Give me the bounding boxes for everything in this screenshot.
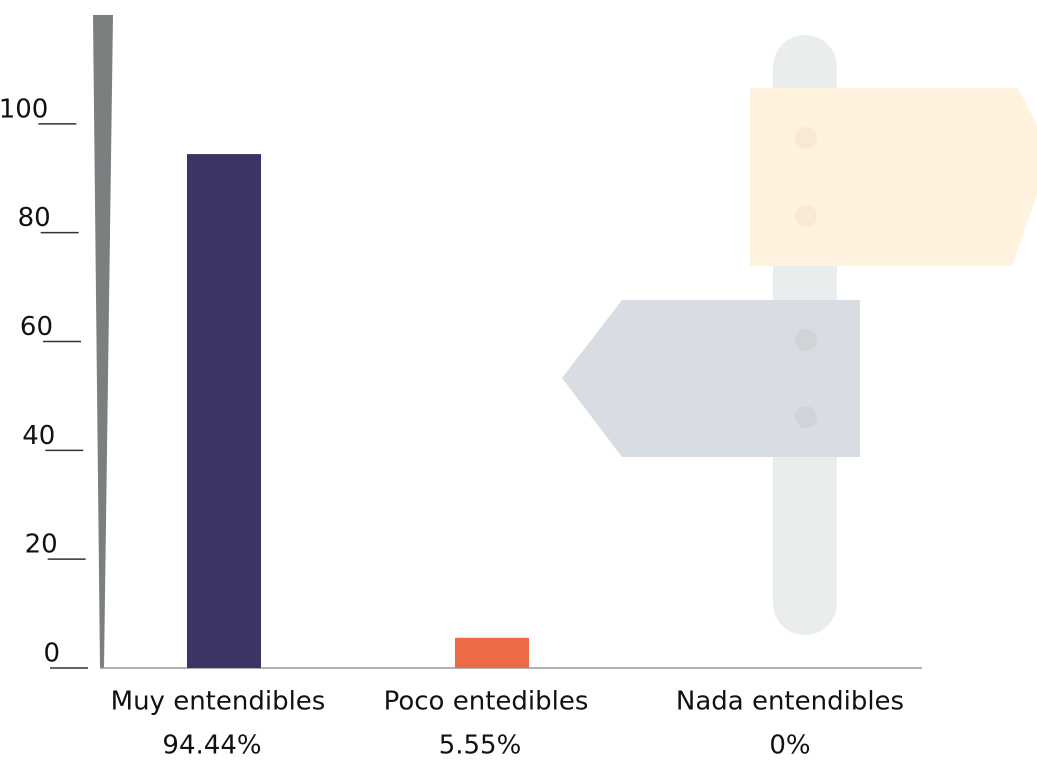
y-tick-label: 0 bbox=[43, 639, 60, 669]
value-label: 5.55% bbox=[439, 731, 522, 761]
x-tick-label: Poco entedibles bbox=[384, 687, 589, 717]
y-tick-label: 20 bbox=[25, 530, 58, 560]
value-label: 0% bbox=[769, 731, 810, 761]
x-tick-label: Nada entendibles bbox=[676, 687, 904, 717]
y-tick-label: 40 bbox=[22, 421, 55, 451]
signpost-decoration bbox=[562, 35, 1037, 635]
y-tick-label: 80 bbox=[18, 203, 51, 233]
y-tick-label: 100 bbox=[0, 94, 48, 124]
y-tick-label: 60 bbox=[20, 312, 53, 342]
y-axis bbox=[93, 15, 113, 668]
bar bbox=[187, 154, 261, 669]
value-label: 94.44% bbox=[162, 731, 261, 761]
x-tick-label: Muy entendibles bbox=[111, 687, 326, 717]
bar bbox=[455, 637, 529, 668]
